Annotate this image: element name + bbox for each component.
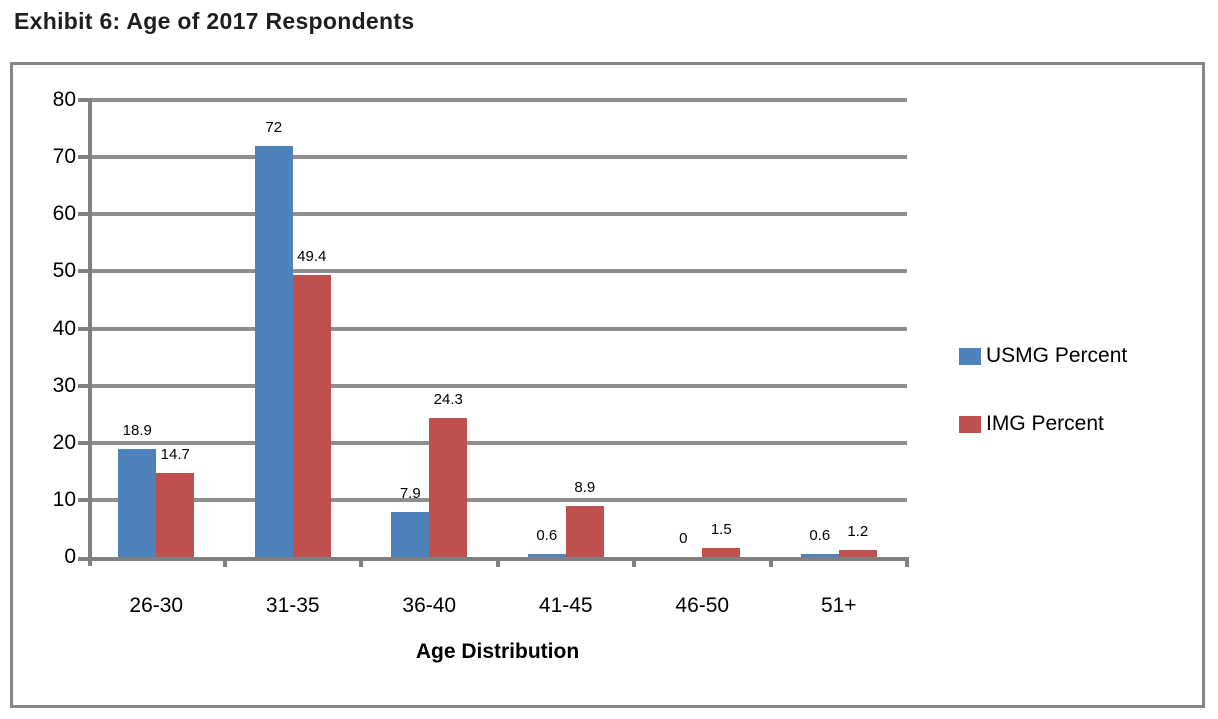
y-tick-label-0: 0 [64,545,76,568]
bar-label-usmg-percent-26-30: 18.9 [122,422,152,440]
bar-label-img-percent-46-50: 1.5 [710,521,732,539]
bar-img-percent-36-40 [429,418,468,557]
bar-usmg-percent-26-30 [118,449,157,557]
y-tick-60 [78,212,88,217]
y-tick-label-40: 40 [52,316,76,340]
y-tick-label-50: 50 [52,259,76,283]
x-category-label-41-45: 41-45 [538,594,593,617]
chart-title: Exhibit 6: Age of 2017 Respondents [14,8,415,34]
legend-swatch-usmg-percent-icon [959,347,981,365]
y-tick-label-30: 30 [52,373,76,397]
bar-usmg-percent-51 [800,553,839,557]
bar-usmg-percent-31-35 [254,145,293,557]
bar-label-img-percent-31-35: 49.4 [297,247,327,265]
y-tick-30 [78,383,88,388]
x-category-label-31-35: 31-35 [265,594,320,617]
gridline-60 [92,212,907,217]
bar-img-percent-51 [838,550,877,557]
y-tick-10 [78,497,88,502]
gridline-20 [92,440,907,445]
x-axis-tick-6 [905,557,909,567]
y-tick-20 [78,440,88,445]
legend-entry-img-percent: IMG Percent [959,411,1127,437]
bar-label-img-percent-26-30: 14.7 [160,446,190,464]
y-tick-label-20: 20 [52,430,76,454]
bar-usmg-percent-41-45 [527,553,566,557]
bar-label-usmg-percent-31-35: 72 [265,118,283,136]
legend: USMG Percent IMG Percent [959,343,1127,437]
x-category-label-51: 51+ [820,594,857,617]
y-tick-50 [78,269,88,274]
y-axis-line [88,98,92,566]
gridline-40 [92,326,907,331]
y-tick-40 [78,326,88,331]
y-tick-label-60: 60 [52,202,76,226]
bar-label-usmg-percent-41-45: 0.6 [536,526,558,544]
legend-label-img-percent: IMG Percent [986,412,1104,435]
bar-label-usmg-percent-36-40: 7.9 [399,484,421,502]
x-axis-tick-1 [222,557,227,567]
legend-entry-usmg-percent: USMG Percent [959,343,1127,369]
gridline-50 [92,269,907,274]
x-axis-labels: 26-30 31-35 36-40 41-45 46-50 51+ [88,593,907,621]
x-axis-tick-2 [359,557,363,567]
bar-img-percent-46-50 [702,548,741,557]
bar-label-usmg-percent-51: 0.6 [809,526,831,544]
y-tick-label-10: 10 [52,487,76,511]
gridline-30 [92,383,907,388]
plot-area: 18.9 14.7 72 49.4 7.9 24.3 0.6 8.9 0 1.5 0.6 1.2 [78,98,909,567]
x-category-label-46-50: 46-50 [675,594,730,617]
bar-usmg-percent-36-40 [391,511,430,557]
bar-label-img-percent-41-45: 8.9 [574,479,596,497]
bar-label-img-percent-51: 1.2 [847,523,869,541]
bar-img-percent-26-30 [156,473,195,557]
y-tick-label-80: 80 [52,88,76,111]
x-axis-tick-5 [768,557,773,567]
gridline-10 [92,497,907,502]
x-axis-tick-4 [632,557,636,567]
chart-frame: 0 10 20 30 40 50 60 70 80 18.9 14.7 72 49.4 7.9 24.3 0… [10,62,1205,708]
bar-img-percent-31-35 [292,274,331,557]
bar-label-usmg-percent-46-50: 0 [679,530,688,547]
y-tick-0 [78,557,88,561]
x-category-label-36-40: 36-40 [402,594,457,617]
y-tick-70 [78,155,88,160]
x-category-label-26-30: 26-30 [129,594,184,617]
x-axis-title: Age Distribution [415,640,580,663]
bar-label-img-percent-36-40: 24.3 [433,391,463,409]
bar-img-percent-41-45 [565,506,604,557]
y-axis-labels: 0 10 20 30 40 50 60 70 80 [21,88,76,568]
legend-swatch-img-percent-icon [959,415,981,433]
y-tick-80 [78,98,88,102]
gridline-70 [92,155,907,160]
gridline-80 [92,98,907,102]
y-tick-label-70: 70 [52,145,76,169]
x-axis-tick-3 [495,557,500,567]
legend-label-usmg-percent: USMG Percent [986,344,1128,367]
